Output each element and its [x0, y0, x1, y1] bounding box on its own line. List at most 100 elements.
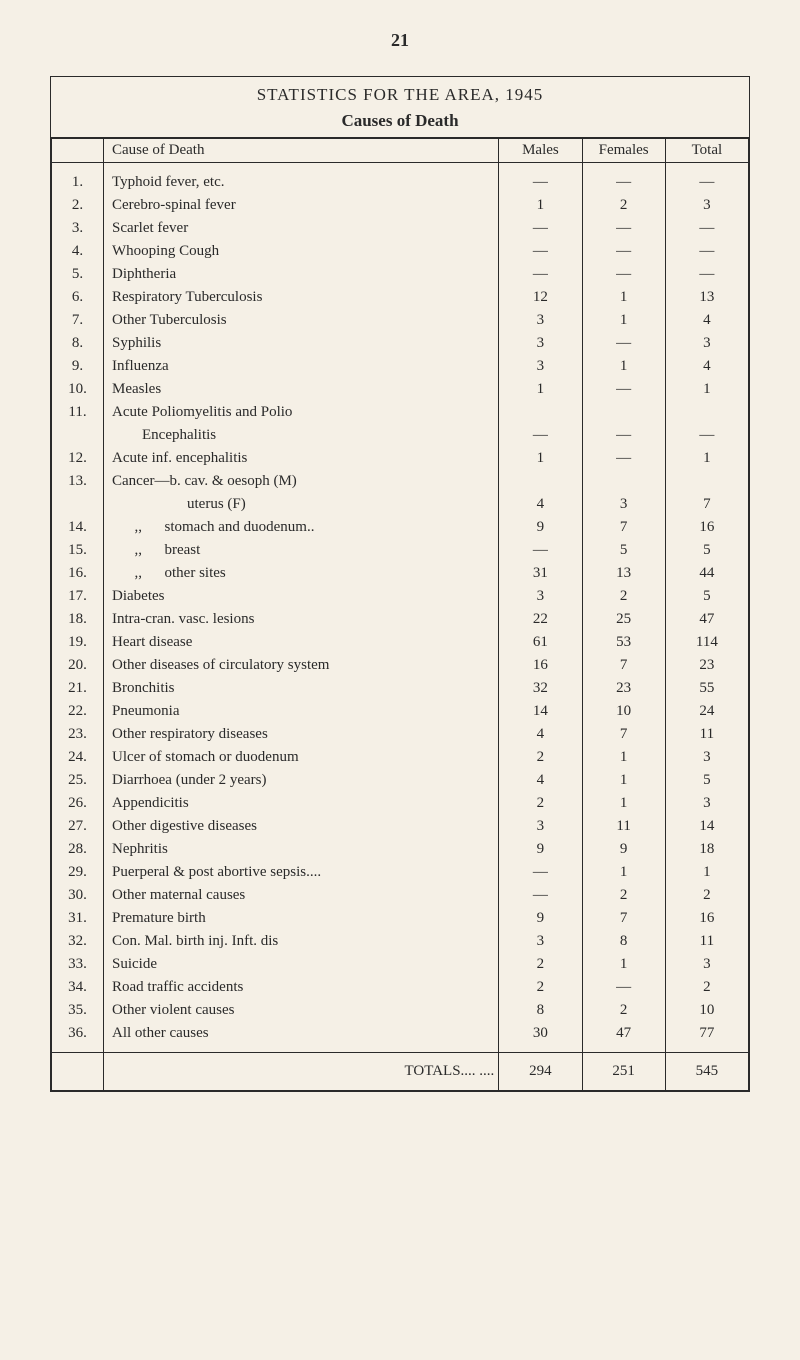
table-row: 27.Other digestive diseases31114 — [52, 815, 749, 838]
row-females: 13 — [582, 562, 665, 585]
row-total: 4 — [665, 309, 748, 332]
row-females: — — [582, 424, 665, 447]
table-row: 11.Acute Poliomyelitis and Polio — [52, 401, 749, 424]
row-number: 12. — [52, 447, 104, 470]
table-row: 5.Diphtheria——— — [52, 263, 749, 286]
header-females: Females — [582, 139, 665, 163]
table-row: 9.Influenza314 — [52, 355, 749, 378]
row-number: 10. — [52, 378, 104, 401]
row-total: 18 — [665, 838, 748, 861]
row-number: 9. — [52, 355, 104, 378]
row-total: 44 — [665, 562, 748, 585]
row-females: 1 — [582, 953, 665, 976]
row-females: 7 — [582, 907, 665, 930]
row-number — [52, 424, 104, 447]
row-males: 32 — [499, 677, 582, 700]
row-cause: ,, breast — [104, 539, 499, 562]
row-number: 32. — [52, 930, 104, 953]
row-females: — — [582, 217, 665, 240]
row-total: 3 — [665, 792, 748, 815]
row-cause: ,, other sites — [104, 562, 499, 585]
row-number: 7. — [52, 309, 104, 332]
row-females — [582, 470, 665, 493]
row-number: 18. — [52, 608, 104, 631]
row-total: 2 — [665, 884, 748, 907]
row-males — [499, 470, 582, 493]
row-males: 3 — [499, 815, 582, 838]
row-cause: Road traffic accidents — [104, 976, 499, 999]
row-number: 31. — [52, 907, 104, 930]
table-row: 36.All other causes304777 — [52, 1022, 749, 1045]
totals-females: 251 — [582, 1053, 665, 1091]
table-row: 8.Syphilis3—3 — [52, 332, 749, 355]
row-number: 22. — [52, 700, 104, 723]
row-cause: Appendicitis — [104, 792, 499, 815]
row-total — [665, 470, 748, 493]
row-females: — — [582, 171, 665, 194]
row-females: 1 — [582, 769, 665, 792]
row-cause: All other causes — [104, 1022, 499, 1045]
totals-total: 545 — [665, 1053, 748, 1091]
row-females: 2 — [582, 585, 665, 608]
row-females: 25 — [582, 608, 665, 631]
row-males: 2 — [499, 953, 582, 976]
row-females: 7 — [582, 723, 665, 746]
table-row: 1.Typhoid fever, etc.——— — [52, 171, 749, 194]
table-row: 3.Scarlet fever——— — [52, 217, 749, 240]
table-row: 25.Diarrhoea (under 2 years)415 — [52, 769, 749, 792]
row-total: 11 — [665, 723, 748, 746]
row-number: 25. — [52, 769, 104, 792]
row-cause: Puerperal & post abortive sepsis.... — [104, 861, 499, 884]
row-cause: Premature birth — [104, 907, 499, 930]
row-females: — — [582, 263, 665, 286]
row-cause: Diphtheria — [104, 263, 499, 286]
table-row: 18.Intra-cran. vasc. lesions222547 — [52, 608, 749, 631]
row-total: 3 — [665, 746, 748, 769]
row-cause: Other violent causes — [104, 999, 499, 1022]
table-row: 30.Other maternal causes—22 — [52, 884, 749, 907]
row-males: 8 — [499, 999, 582, 1022]
row-number: 23. — [52, 723, 104, 746]
row-females: 7 — [582, 654, 665, 677]
row-number: 3. — [52, 217, 104, 240]
row-females: 5 — [582, 539, 665, 562]
row-males: 9 — [499, 907, 582, 930]
row-cause: Scarlet fever — [104, 217, 499, 240]
row-total: — — [665, 171, 748, 194]
row-males: 2 — [499, 792, 582, 815]
row-total: 7 — [665, 493, 748, 516]
row-females: 7 — [582, 516, 665, 539]
row-total: 5 — [665, 539, 748, 562]
totals-males: 294 — [499, 1053, 582, 1091]
row-males: — — [499, 861, 582, 884]
row-number: 15. — [52, 539, 104, 562]
row-cause: Measles — [104, 378, 499, 401]
row-males: 9 — [499, 838, 582, 861]
row-cause: Other diseases of circulatory system — [104, 654, 499, 677]
row-number: 17. — [52, 585, 104, 608]
row-number: 8. — [52, 332, 104, 355]
row-males: — — [499, 539, 582, 562]
row-males: 4 — [499, 769, 582, 792]
row-cause: Suicide — [104, 953, 499, 976]
row-cause: Other respiratory diseases — [104, 723, 499, 746]
row-females: 1 — [582, 746, 665, 769]
header-number — [52, 139, 104, 163]
table-row: Encephalitis——— — [52, 424, 749, 447]
row-females: — — [582, 976, 665, 999]
row-total: 23 — [665, 654, 748, 677]
row-total: — — [665, 240, 748, 263]
table-row: 35.Other violent causes8210 — [52, 999, 749, 1022]
row-females: 1 — [582, 286, 665, 309]
row-males: 14 — [499, 700, 582, 723]
row-cause: Acute Poliomyelitis and Polio — [104, 401, 499, 424]
row-cause: Pneumonia — [104, 700, 499, 723]
row-total: 4 — [665, 355, 748, 378]
row-number: 26. — [52, 792, 104, 815]
row-females: 1 — [582, 861, 665, 884]
row-males: 61 — [499, 631, 582, 654]
row-number: 14. — [52, 516, 104, 539]
row-total: 1 — [665, 861, 748, 884]
row-number: 27. — [52, 815, 104, 838]
table-row: 13.Cancer—b. cav. & oesoph (M) — [52, 470, 749, 493]
